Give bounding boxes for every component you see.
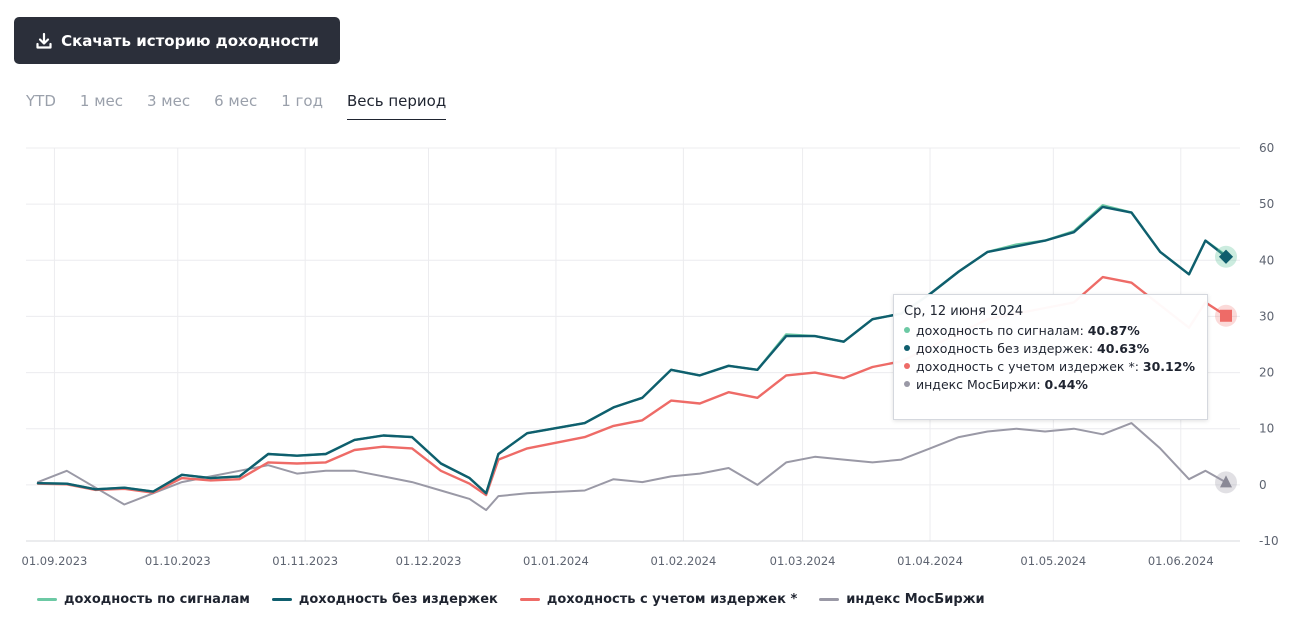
x-axis-ticks: 01.09.2023 01.10.2023 01.11.2023 01.12.2023… [22, 554, 1214, 568]
download-icon [36, 32, 52, 49]
tab-3-months[interactable]: 3 мес [147, 92, 191, 110]
tooltip-label: индекс МосБиржи [916, 377, 1037, 392]
tooltip-value: 30.12% [1142, 359, 1195, 374]
legend-item-moex[interactable]: индекс МосБиржи [819, 592, 985, 607]
tab-1-year[interactable]: 1 год [281, 92, 323, 110]
dot-icon [904, 363, 910, 369]
x-tick-label: 01.12.2023 [396, 554, 462, 568]
y-tick-label: 30 [1259, 309, 1274, 323]
y-tick-label: 20 [1259, 366, 1274, 380]
y-tick-label: 10 [1259, 422, 1274, 436]
tooltip-row-signals: доходность по сигналам: 40.87% [904, 322, 1197, 340]
x-tick-label: 01.06.2024 [1148, 554, 1214, 568]
legend-item-signals[interactable]: доходность по сигналам [37, 592, 250, 607]
tooltip-row-with-costs: доходность с учетом издержек *: 30.12% [904, 358, 1197, 376]
legend-label: индекс МосБиржи [846, 592, 985, 607]
tooltip-value: 0.44% [1044, 377, 1088, 392]
tooltip-label: доходность с учетом издержек * [916, 359, 1135, 374]
download-button-label: Скачать историю доходности [61, 31, 319, 50]
x-tick-label: 01.01.2024 [523, 554, 589, 568]
x-tick-label: 01.02.2024 [650, 554, 716, 568]
x-tick-label: 01.09.2023 [22, 554, 88, 568]
x-tick-label: 01.03.2024 [770, 554, 836, 568]
legend-swatch [37, 598, 57, 601]
dot-icon [904, 345, 910, 351]
chart-tooltip: Ср, 12 июня 2024 доходность по сигналам:… [893, 294, 1208, 420]
period-tabs: YTD 1 мес 3 мес 6 мес 1 год Весь период [26, 90, 470, 120]
y-tick-label: 0 [1259, 478, 1267, 492]
series-line-moex [37, 422, 1227, 512]
x-tick-label: 01.05.2024 [1020, 554, 1086, 568]
y-axis-ticks: -10 0 10 20 30 40 50 60 [1259, 141, 1279, 548]
y-tick-label: -10 [1259, 534, 1279, 548]
tab-1-month[interactable]: 1 мес [79, 92, 123, 110]
legend-swatch [519, 598, 540, 601]
legend-label: доходность с учетом издержек * [546, 592, 798, 607]
tooltip-row-no-costs: доходность без издержек: 40.63% [904, 340, 1197, 358]
x-tick-label: 01.10.2023 [145, 554, 211, 568]
chart-legend: доходность по сигналам доходность без из… [37, 592, 985, 607]
marker-moex [1220, 475, 1232, 488]
y-tick-label: 50 [1259, 197, 1274, 211]
legend-label: доходность по сигналам [64, 592, 250, 607]
legend-label: доходность без издержек [298, 592, 498, 607]
download-history-button[interactable]: Скачать историю доходности [14, 17, 340, 64]
tooltip-date: Ср, 12 июня 2024 [904, 304, 1024, 319]
tab-ytd[interactable]: YTD [26, 92, 56, 110]
x-tick-label: 01.11.2023 [272, 554, 338, 568]
legend-swatch [819, 598, 840, 601]
tooltip-label: доходность по сигналам [916, 323, 1080, 338]
legend-item-with-costs[interactable]: доходность с учетом издержек * [519, 592, 798, 607]
dot-icon [904, 327, 910, 333]
tooltip-label: доходность без издержек [916, 341, 1089, 356]
chart-end-markers [1215, 245, 1237, 494]
marker-with-costs [1220, 309, 1232, 322]
legend-item-no-costs[interactable]: доходность без издержек [271, 592, 498, 607]
tab-6-months[interactable]: 6 мес [214, 92, 258, 110]
tab-all-period[interactable]: Весь период [346, 90, 447, 120]
y-tick-label: 60 [1259, 141, 1274, 155]
tooltip-row-moex: индекс МосБиржи: 0.44% [904, 376, 1197, 394]
tooltip-value: 40.87% [1087, 323, 1140, 338]
x-tick-label: 01.04.2024 [897, 554, 963, 568]
series-line-no-costs [36, 205, 1228, 495]
tooltip-value: 40.63% [1097, 341, 1150, 356]
legend-swatch [271, 598, 292, 601]
dot-icon [904, 381, 910, 387]
y-tick-label: 40 [1259, 253, 1274, 267]
marker-no-costs [1218, 249, 1234, 264]
